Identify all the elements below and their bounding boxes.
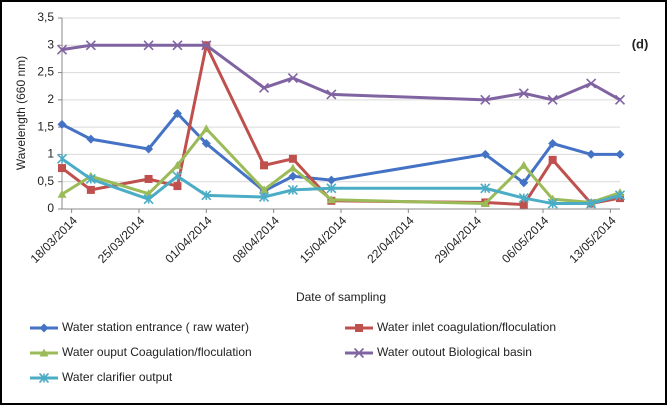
marker	[519, 178, 529, 188]
y-tick-label: 1	[47, 147, 54, 161]
x-axis-label: Date of sampling	[296, 290, 386, 304]
marker	[144, 144, 154, 154]
marker	[614, 94, 626, 105]
y-tick-label: 2,5	[37, 65, 54, 79]
marker	[586, 78, 597, 89]
y-tick-label: 0,5	[37, 174, 54, 188]
marker	[480, 149, 490, 159]
marker	[353, 347, 365, 359]
marker	[548, 139, 558, 149]
marker	[173, 182, 182, 191]
marker	[480, 199, 490, 208]
marker	[144, 174, 153, 183]
marker	[201, 40, 212, 51]
marker	[548, 155, 557, 164]
marker	[143, 40, 154, 51]
legend-label: Water inlet coagulation/floculation	[377, 320, 556, 334]
marker	[258, 191, 270, 203]
marker	[519, 200, 528, 209]
marker	[86, 134, 96, 144]
marker	[172, 160, 182, 169]
marker	[260, 161, 269, 170]
marker	[326, 183, 337, 194]
marker	[85, 173, 96, 185]
marker	[143, 194, 154, 205]
y-tick-label: 3	[47, 37, 54, 51]
marker	[518, 88, 529, 99]
marker	[39, 348, 49, 357]
marker	[172, 171, 183, 182]
marker	[201, 139, 211, 149]
marker	[287, 72, 298, 84]
marker	[56, 153, 68, 164]
marker	[86, 185, 95, 194]
y-tick-label: 1,5	[37, 119, 54, 133]
marker	[85, 40, 96, 51]
marker	[547, 94, 558, 105]
marker	[172, 40, 183, 51]
marker	[326, 89, 337, 100]
marker	[258, 82, 270, 93]
marker	[586, 198, 597, 209]
marker	[480, 94, 491, 105]
marker	[615, 149, 625, 159]
marker	[259, 185, 269, 194]
marker	[547, 198, 558, 209]
legend-label: Water ouput Coagulation/floculation	[62, 345, 252, 359]
marker	[288, 154, 297, 163]
legend-label: Water outout Biological basin	[377, 345, 532, 359]
marker	[288, 163, 298, 172]
marker	[201, 190, 212, 201]
marker	[287, 184, 298, 195]
marker	[57, 119, 67, 129]
marker	[326, 175, 336, 185]
legend-label: Water clarifier output	[62, 370, 173, 384]
marker	[201, 124, 211, 133]
marker	[586, 149, 596, 159]
annotation: (d)	[632, 36, 649, 51]
marker	[38, 372, 50, 384]
legend-label: Water station entrance ( raw water)	[62, 320, 249, 334]
marker	[288, 171, 298, 181]
marker	[56, 44, 68, 55]
marker	[172, 109, 182, 118]
marker	[57, 189, 67, 198]
marker	[518, 193, 529, 204]
y-axis-label: Wavelength (660 nm)	[14, 56, 28, 170]
y-tick-label: 2	[47, 92, 54, 106]
marker	[58, 164, 66, 173]
marker	[39, 323, 49, 333]
marker	[614, 190, 626, 201]
marker	[480, 183, 491, 194]
marker	[519, 160, 529, 169]
y-tick-label: 3,5	[37, 10, 54, 24]
marker	[144, 189, 154, 198]
y-tick-label: 0	[47, 201, 54, 215]
marker	[355, 324, 363, 332]
marker	[326, 195, 336, 204]
